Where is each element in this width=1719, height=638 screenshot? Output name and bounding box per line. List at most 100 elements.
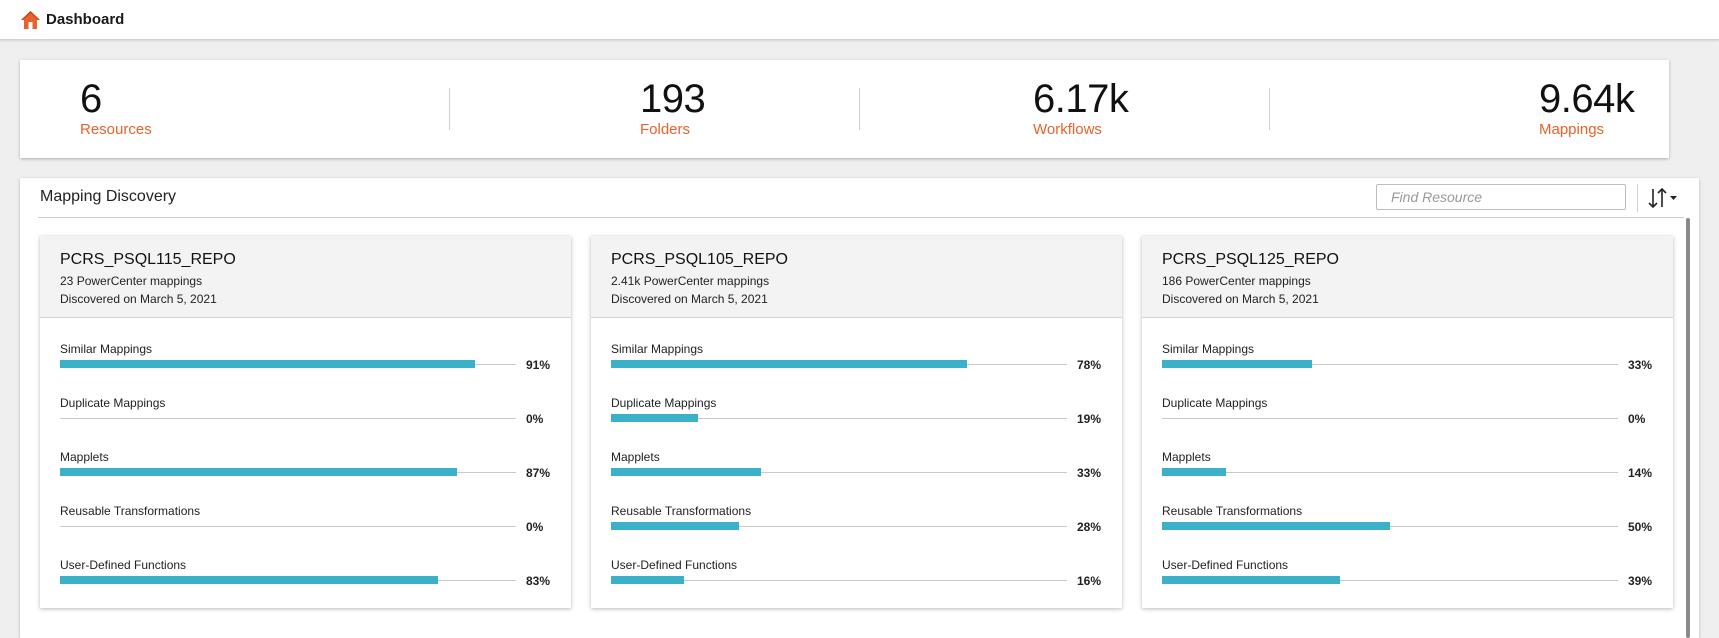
metric-row[interactable]: Mapplets 33% bbox=[611, 450, 1102, 490]
resource-name[interactable]: PCRS_PSQL125_REPO bbox=[1162, 251, 1339, 268]
stat-divider bbox=[449, 88, 450, 130]
metric-row[interactable]: Similar Mappings 78% bbox=[611, 342, 1102, 382]
top-bar: Dashboard bbox=[0, 0, 1719, 40]
metric-row[interactable]: Mapplets 87% bbox=[60, 450, 551, 490]
metric-percent: 78% bbox=[1077, 358, 1102, 372]
progress-track bbox=[611, 580, 1067, 581]
resource-name[interactable]: PCRS_PSQL105_REPO bbox=[611, 251, 788, 268]
metric-percent: 0% bbox=[526, 520, 544, 534]
metric-label: Reusable Transformations bbox=[60, 504, 201, 518]
stat-label: Mappings bbox=[1539, 121, 1605, 138]
metric-label: Duplicate Mappings bbox=[611, 396, 717, 410]
stat-divider bbox=[1269, 88, 1270, 130]
progress-track bbox=[611, 472, 1067, 473]
home-icon[interactable] bbox=[20, 10, 41, 30]
stat-mappings[interactable]: 9.64k Mappings bbox=[1539, 76, 1635, 138]
metric-percent: 33% bbox=[1077, 466, 1102, 480]
stat-folders[interactable]: 193 Folders bbox=[640, 76, 706, 138]
progress-fill bbox=[611, 576, 684, 584]
progress-track bbox=[60, 418, 516, 419]
progress-track bbox=[1162, 472, 1618, 473]
sort-icon bbox=[1648, 187, 1677, 209]
metric-row[interactable]: Mapplets 14% bbox=[1162, 450, 1653, 490]
stat-value: 193 bbox=[640, 77, 706, 121]
metric-percent: 87% bbox=[526, 466, 551, 480]
mappings-summary: 2.41k PowerCenter mappings bbox=[611, 272, 1102, 290]
stat-value: 9.64k bbox=[1539, 77, 1635, 121]
mappings-suffix: PowerCenter mappings bbox=[73, 274, 203, 288]
progress-fill bbox=[1162, 576, 1340, 584]
metric-label: User-Defined Functions bbox=[60, 558, 187, 572]
mappings-count: 23 bbox=[60, 274, 74, 288]
mappings-suffix: PowerCenter mappings bbox=[640, 274, 770, 288]
scrollbar[interactable] bbox=[1686, 218, 1690, 638]
stat-value: 6.17k bbox=[1033, 77, 1129, 121]
metric-row[interactable]: Similar Mappings 91% bbox=[60, 342, 551, 382]
progress-track bbox=[1162, 418, 1618, 419]
metric-label: Mapplets bbox=[611, 450, 660, 464]
metric-row[interactable]: User-Defined Functions 39% bbox=[1162, 558, 1653, 598]
mapping-discovery-panel: Mapping Discovery PCRS_PSQL115_REPO 23 Po… bbox=[20, 178, 1699, 638]
stat-label: Resources bbox=[80, 121, 152, 138]
metric-row[interactable]: User-Defined Functions 83% bbox=[60, 558, 551, 598]
metric-row[interactable]: User-Defined Functions 16% bbox=[611, 558, 1102, 598]
metric-percent: 50% bbox=[1628, 520, 1653, 534]
metric-label: Similar Mappings bbox=[1162, 342, 1255, 356]
progress-fill bbox=[1162, 468, 1226, 476]
metric-percent: 16% bbox=[1077, 574, 1102, 588]
metric-label: Reusable Transformations bbox=[611, 504, 752, 518]
metric-label: Duplicate Mappings bbox=[1162, 396, 1268, 410]
mappings-count: 2.41k bbox=[611, 274, 641, 288]
mappings-summary: 23 PowerCenter mappings bbox=[60, 272, 551, 290]
metric-row[interactable]: Reusable Transformations 0% bbox=[60, 504, 551, 544]
stat-label: Folders bbox=[640, 121, 691, 138]
resource-card[interactable]: PCRS_PSQL125_REPO 186 PowerCenter mapping… bbox=[1142, 236, 1673, 608]
progress-fill bbox=[1162, 522, 1390, 530]
mappings-count: 186 bbox=[1162, 274, 1183, 288]
progress-fill bbox=[611, 468, 761, 476]
panel-divider bbox=[38, 217, 1684, 218]
metric-row[interactable]: Reusable Transformations 50% bbox=[1162, 504, 1653, 544]
discovered-date: Discovered on March 5, 2021 bbox=[60, 292, 217, 306]
resource-name[interactable]: PCRS_PSQL115_REPO bbox=[60, 251, 236, 268]
metric-percent: 33% bbox=[1628, 358, 1653, 372]
progress-fill bbox=[1162, 360, 1312, 368]
progress-fill bbox=[611, 522, 739, 530]
stat-resources[interactable]: 6 Resources bbox=[80, 76, 152, 138]
stat-divider bbox=[859, 88, 860, 130]
metric-percent: 19% bbox=[1077, 412, 1102, 426]
metric-label: Similar Mappings bbox=[611, 342, 704, 356]
stat-label: Workflows bbox=[1033, 121, 1102, 138]
progress-track bbox=[611, 418, 1067, 419]
metric-percent: 0% bbox=[1628, 412, 1646, 426]
discovered-date: Discovered on March 5, 2021 bbox=[611, 292, 768, 306]
metric-percent: 28% bbox=[1077, 520, 1102, 534]
progress-fill bbox=[60, 360, 475, 368]
panel-title: Mapping Discovery bbox=[40, 188, 177, 205]
metric-label: Reusable Transformations bbox=[1162, 504, 1303, 518]
resource-card-header: PCRS_PSQL105_REPO 2.41k PowerCenter mappi… bbox=[591, 236, 1122, 318]
progress-track bbox=[1162, 526, 1618, 527]
resource-card[interactable]: PCRS_PSQL115_REPO 23 PowerCenter mappings… bbox=[40, 236, 571, 608]
toolbar-divider bbox=[1637, 184, 1638, 212]
metric-percent: 91% bbox=[526, 358, 551, 372]
metric-row[interactable]: Reusable Transformations 28% bbox=[611, 504, 1102, 544]
find-resource-input[interactable] bbox=[1376, 184, 1626, 210]
metric-row[interactable]: Duplicate Mappings 19% bbox=[611, 396, 1102, 436]
metric-label: Duplicate Mappings bbox=[60, 396, 166, 410]
progress-track bbox=[1162, 580, 1618, 581]
metric-row[interactable]: Duplicate Mappings 0% bbox=[60, 396, 551, 436]
resource-card-header: PCRS_PSQL125_REPO 186 PowerCenter mapping… bbox=[1142, 236, 1673, 318]
metric-label: User-Defined Functions bbox=[1162, 558, 1289, 572]
resource-card-header: PCRS_PSQL115_REPO 23 PowerCenter mappings… bbox=[40, 236, 571, 318]
stat-workflows[interactable]: 6.17k Workflows bbox=[1033, 76, 1129, 138]
sort-button[interactable] bbox=[1643, 184, 1683, 212]
page-title: Dashboard bbox=[46, 11, 125, 28]
metric-row[interactable]: Similar Mappings 33% bbox=[1162, 342, 1653, 382]
metric-label: Mapplets bbox=[1162, 450, 1211, 464]
metric-row[interactable]: Duplicate Mappings 0% bbox=[1162, 396, 1653, 436]
metric-percent: 14% bbox=[1628, 466, 1653, 480]
discovered-date: Discovered on March 5, 2021 bbox=[1162, 292, 1319, 306]
resource-card[interactable]: PCRS_PSQL105_REPO 2.41k PowerCenter mappi… bbox=[591, 236, 1122, 608]
stat-value: 6 bbox=[80, 77, 102, 121]
